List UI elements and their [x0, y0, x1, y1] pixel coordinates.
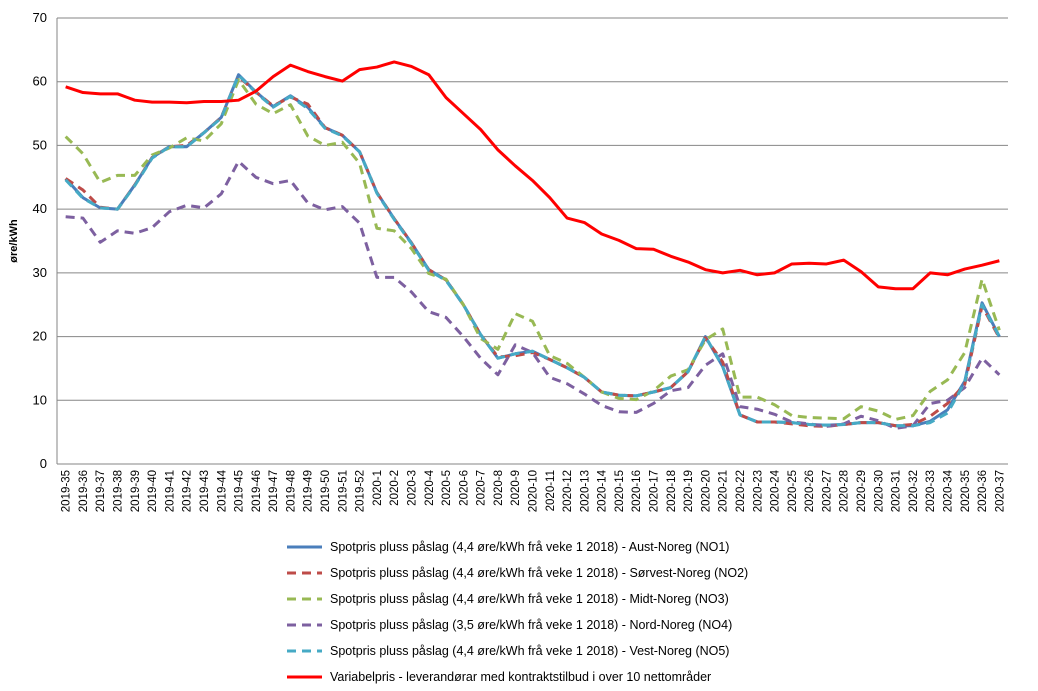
x-tick-label: 2020-37 [994, 470, 1006, 512]
x-tick-label: 2020-36 [977, 470, 989, 512]
x-tick-label: 2020-11 [545, 470, 557, 511]
x-tick-label: 2020-14 [597, 469, 609, 512]
y-tick-label: 50 [33, 137, 47, 152]
x-tick-label: 2020-18 [666, 470, 678, 512]
x-tick-label: 2020-25 [787, 470, 799, 512]
legend-label: Spotpris pluss påslag (3,5 øre/kWh frå v… [330, 618, 732, 632]
y-tick-label: 10 [33, 392, 47, 407]
x-tick-label: 2019-41 [164, 470, 176, 512]
x-tick-label: 2020-1 [372, 470, 384, 506]
x-tick-label: 2020-35 [960, 470, 972, 512]
y-axis-label: øre/kWh [8, 219, 20, 263]
x-tick-label: 2019-43 [199, 470, 211, 512]
x-tick-label: 2020-2 [389, 470, 401, 506]
x-tick-label: 2020-21 [718, 470, 730, 512]
y-tick-label: 60 [33, 74, 47, 89]
x-tick-label: 2020-29 [856, 470, 868, 512]
x-tick-label: 2020-10 [528, 470, 540, 512]
x-tick-label: 2020-28 [839, 470, 851, 512]
x-tick-label: 2020-26 [804, 470, 816, 512]
x-tick-label: 2019-46 [251, 470, 263, 512]
legend-label: Variabelpris - leverandørar med kontrakt… [330, 670, 711, 684]
legend-label: Spotpris pluss påslag (4,4 øre/kWh frå v… [330, 644, 729, 658]
legend-label: Spotpris pluss påslag (4,4 øre/kWh frå v… [330, 592, 729, 606]
x-tick-label: 2019-45 [234, 470, 246, 512]
x-tick-label: 2020-20 [700, 470, 712, 512]
x-tick-label: 2020-22 [735, 470, 747, 512]
series-line [64, 78, 1001, 421]
x-tick-label: 2020-33 [925, 470, 937, 512]
x-tick-label: 2019-39 [130, 470, 142, 512]
x-tick-label: 2019-42 [182, 470, 194, 512]
x-tick-label: 2020-12 [562, 470, 574, 512]
x-tick-label: 2019-35 [61, 470, 73, 512]
series-line [65, 60, 1000, 291]
x-tick-label: 2020-3 [406, 470, 418, 506]
x-tick-label: 2020-7 [476, 470, 488, 506]
x-tick-label: 2019-37 [95, 470, 107, 512]
x-tick-label: 2019-36 [78, 470, 90, 512]
y-tick-label: 70 [33, 10, 47, 25]
x-tick-label: 2019-50 [320, 470, 332, 512]
x-tick-label: 2019-44 [216, 469, 228, 512]
legend-label: Spotpris pluss påslag (4,4 øre/kWh frå v… [330, 566, 748, 580]
x-tick-label: 2020-17 [649, 470, 661, 512]
x-tick-label: 2020-8 [493, 470, 505, 506]
y-tick-label: 40 [33, 201, 47, 216]
x-tick-label: 2020-4 [424, 469, 436, 505]
x-tick-label: 2020-6 [458, 470, 470, 506]
x-tick-label: 2020-24 [770, 469, 782, 512]
x-tick-label: 2019-52 [355, 470, 367, 512]
x-tick-label: 2020-15 [614, 470, 626, 512]
x-tick-label: 2019-48 [285, 470, 297, 512]
y-tick-label: 20 [33, 329, 47, 344]
x-tick-label: 2019-49 [303, 470, 315, 512]
x-tick-label: 2020-32 [908, 470, 920, 512]
x-tick-label: 2020-34 [942, 469, 954, 512]
x-tick-label: 2019-40 [147, 470, 159, 512]
x-tick-label: 2020-5 [441, 470, 453, 506]
series-line [64, 73, 1001, 428]
x-tick-label: 2019-51 [337, 470, 349, 512]
x-tick-label: 2020-27 [821, 470, 833, 512]
y-tick-label: 0 [40, 456, 47, 471]
x-tick-label: 2020-9 [510, 470, 522, 506]
legend-label: Spotpris pluss påslag (4,4 øre/kWh frå v… [330, 540, 729, 554]
x-tick-label: 2019-47 [268, 470, 280, 512]
x-tick-label: 2020-16 [631, 470, 643, 512]
x-tick-label: 2020-31 [891, 470, 903, 512]
x-tick-label: 2020-23 [752, 470, 764, 512]
x-tick-label: 2020-19 [683, 470, 695, 512]
x-tick-label: 2020-13 [579, 470, 591, 512]
x-tick-label: 2020-30 [873, 470, 885, 512]
y-tick-label: 30 [33, 265, 47, 280]
x-tick-label: 2019-38 [113, 470, 125, 512]
